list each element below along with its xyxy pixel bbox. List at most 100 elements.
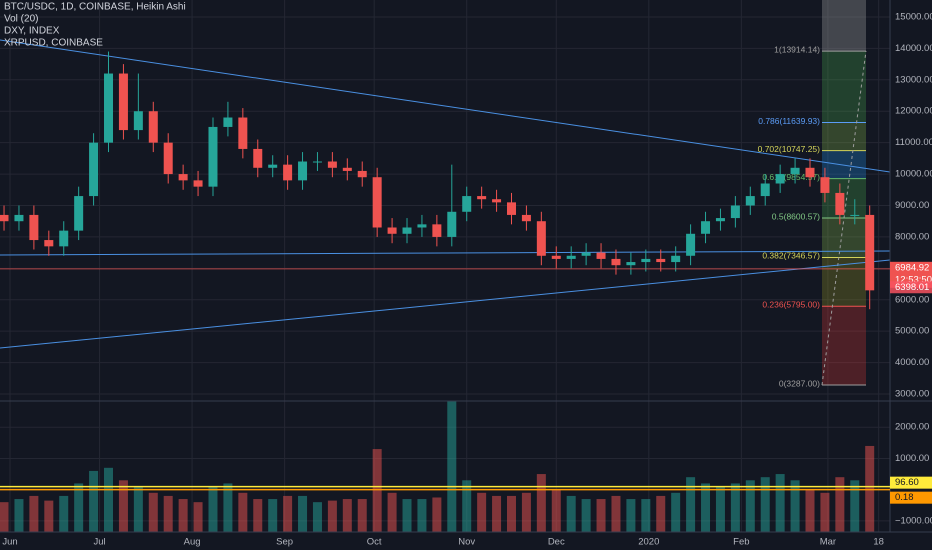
candle-body	[790, 167, 800, 175]
volume-bar	[14, 499, 24, 532]
candle-body	[641, 258, 651, 263]
volume-bar	[178, 499, 188, 532]
fib-band	[822, 122, 866, 151]
y-tick-label: 8000.00	[895, 231, 929, 242]
candle-body	[775, 174, 785, 184]
volume-bar	[372, 449, 382, 532]
x-tick-label: Mar	[820, 537, 836, 548]
fib-label: 0.618(9854.57)	[762, 172, 820, 182]
y-tick-label: 13000.00	[895, 74, 932, 85]
volume-bar	[611, 495, 621, 532]
volume-bar	[715, 486, 725, 532]
fib-label: 0.236(5795.00)	[762, 299, 820, 309]
candle-body	[14, 214, 24, 222]
volume-bar	[357, 499, 367, 532]
volume-bar	[790, 480, 800, 532]
volume-bar	[506, 495, 516, 532]
candle-body	[163, 142, 173, 175]
indicator-label-box	[890, 491, 932, 504]
volume-bar	[760, 477, 770, 532]
candle-body	[596, 252, 606, 259]
candle-body	[283, 164, 293, 181]
y-tick-label: 15000.00	[895, 11, 932, 22]
y-tick-label: 1000.00	[895, 453, 929, 464]
candle-body	[745, 196, 755, 206]
volume-bar	[805, 489, 815, 532]
volume-bar	[641, 499, 651, 532]
volume-bar	[745, 480, 755, 532]
candle-body	[671, 255, 681, 263]
candle-body	[626, 262, 636, 266]
y-tick-label: 11000.00	[895, 137, 932, 148]
volume-bar	[521, 492, 531, 532]
x-tick-label: Jul	[93, 537, 105, 548]
trend-line	[0, 250, 891, 256]
candle-body	[104, 73, 114, 143]
candle-body	[581, 252, 591, 256]
candle-body	[402, 227, 412, 234]
candle-body	[566, 255, 576, 259]
volume-bar	[0, 502, 9, 532]
fib-label: 0.702(10747.25)	[758, 144, 821, 154]
volume-bar	[671, 492, 681, 532]
candle-body	[611, 258, 621, 266]
y-tick-label: 2000.00	[895, 422, 929, 433]
last-price-label: 6984.92	[895, 262, 929, 273]
candle-body	[492, 199, 502, 203]
y-tick-label: 9000.00	[895, 200, 929, 211]
volume-bar	[387, 492, 397, 532]
x-tick-label: Dec	[548, 537, 565, 548]
volume-bar	[701, 483, 711, 532]
candle-body	[133, 111, 143, 131]
volume-bar	[462, 480, 472, 532]
candle-body	[357, 170, 367, 178]
candle-body	[477, 196, 487, 200]
volume-bar	[104, 467, 114, 532]
y-tick-label: 4000.00	[895, 357, 929, 368]
volume-bar	[283, 495, 293, 532]
fib-band	[822, 0, 866, 52]
y-tick-label: 3000.00	[895, 389, 929, 400]
fib-trend	[821, 51, 867, 386]
volume-bar	[327, 500, 337, 532]
candle-body	[372, 177, 382, 228]
price-label: 6398.01	[895, 282, 929, 293]
volume-bar	[44, 500, 54, 532]
price-box	[890, 281, 932, 294]
volume-bar	[118, 480, 128, 532]
candle-body	[89, 142, 99, 197]
x-tick-label: Sep	[276, 537, 293, 548]
candle-body	[506, 202, 516, 215]
volume-bar	[223, 483, 233, 532]
volume-bar	[163, 495, 173, 532]
candle-body	[0, 214, 9, 222]
candle-body	[536, 221, 546, 256]
candle-body	[820, 177, 830, 193]
volume-bar	[312, 502, 322, 532]
volume-bar	[74, 483, 84, 532]
volume-bar	[89, 470, 99, 532]
trend-lines	[0, 39, 891, 349]
candle-body	[118, 73, 128, 131]
candle-body	[312, 161, 322, 163]
x-tick-label: 18	[873, 537, 884, 548]
candle-body	[298, 161, 308, 181]
candle-body	[223, 117, 233, 127]
candle-body	[417, 224, 427, 228]
indicator-label: 0.18	[895, 492, 914, 503]
volume-bar	[29, 495, 39, 532]
legend-item: XRPUSD, COINBASE	[4, 38, 103, 49]
candle-body	[208, 126, 218, 187]
volume-bar	[581, 499, 591, 532]
candle-body	[253, 148, 263, 168]
y-tick-label: 14000.00	[895, 43, 932, 54]
candle-body	[178, 174, 188, 181]
volume-bar	[566, 495, 576, 532]
x-tick-label: Feb	[733, 537, 749, 548]
volume-bar	[253, 499, 263, 532]
legend-item: BTC/USDC, 1D, COINBASE, Heikin Ashi	[4, 2, 186, 13]
candle-body	[268, 164, 278, 168]
trend-line	[0, 39, 891, 173]
volume-bar	[342, 499, 352, 532]
